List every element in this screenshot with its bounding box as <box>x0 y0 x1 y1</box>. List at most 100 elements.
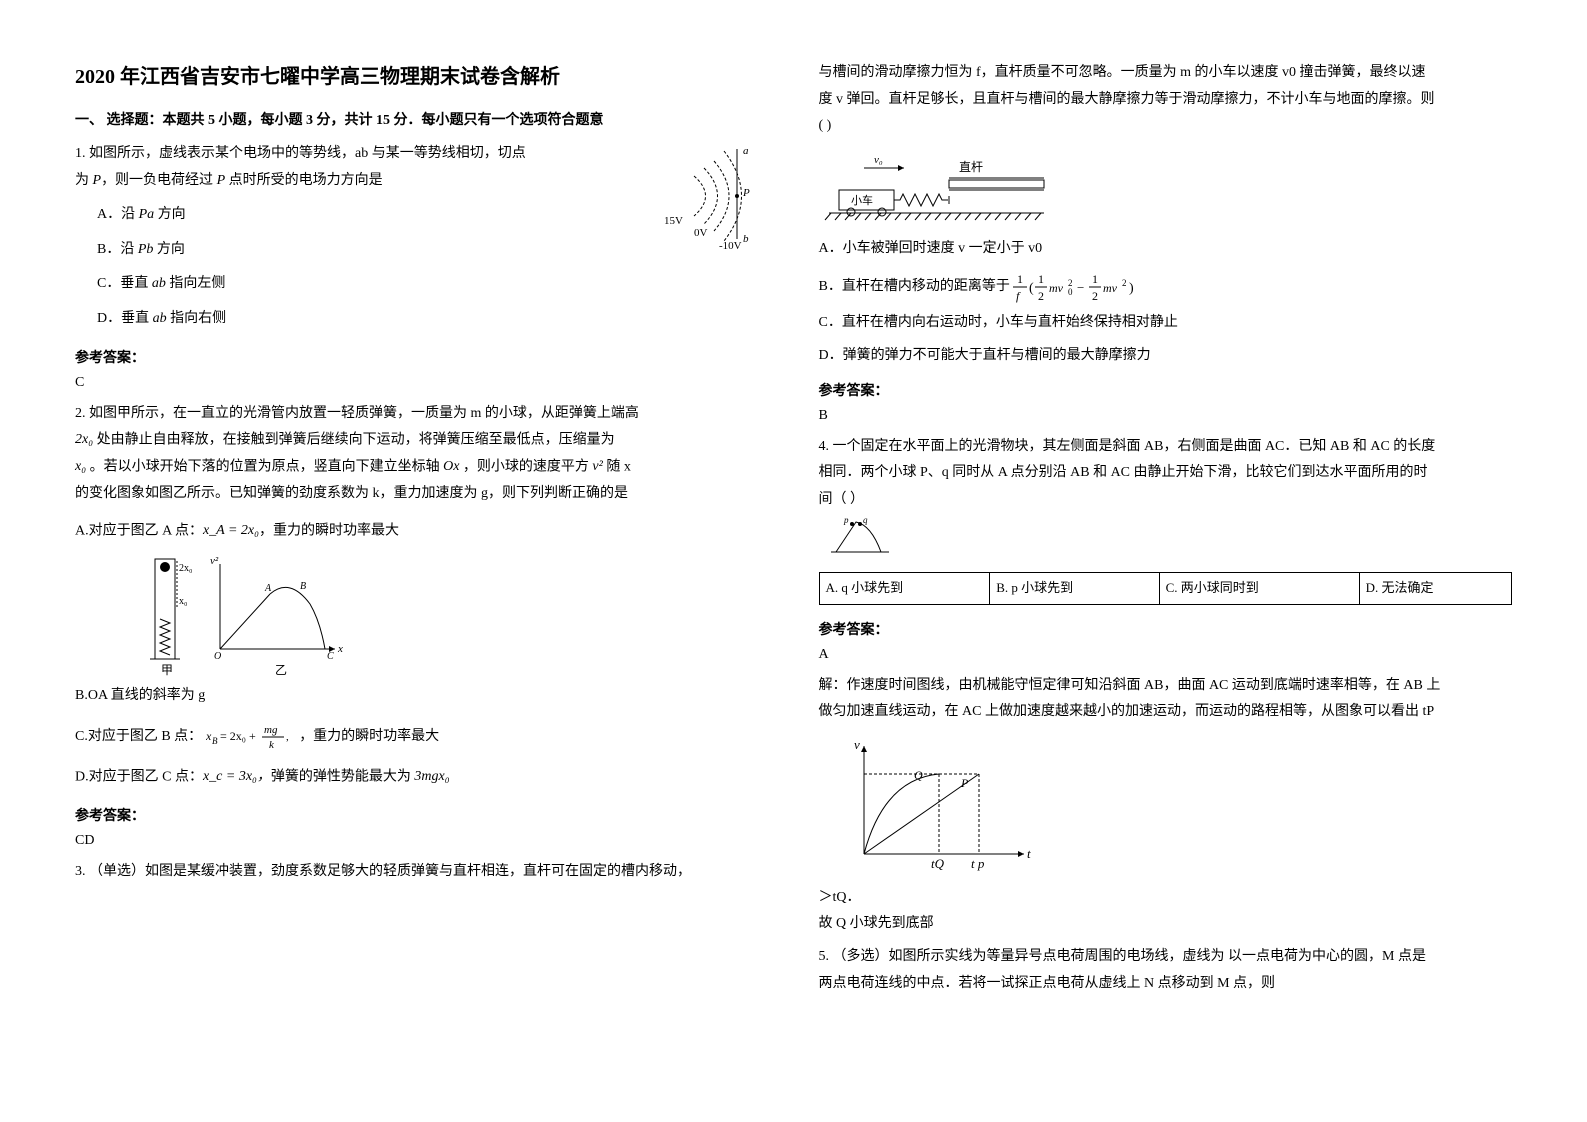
q3-answer-label: 参考答案： <box>819 380 1513 400</box>
q1-fig-15v: 15V <box>664 215 683 227</box>
q1-answer: C <box>75 375 769 391</box>
q4-sol-3: ＞tQ． <box>819 885 1513 912</box>
q2D-d: 3mgx₀ <box>414 769 449 784</box>
left-column: 2020 年江西省吉安市七曜中学高三物理期末试卷含解析 一、 选择题：本题共 5… <box>50 60 794 1082</box>
q5-stem-1: 5. （多选）如图所示实线为等量异号点电荷周围的电场线，虚线为 以一点电荷为中心… <box>819 944 1513 971</box>
q3-stem-2: 与槽间的滑动摩擦力恒为 f，直杆质量不可忽略。一质量为 m 的小车以速度 v0 … <box>819 60 1513 87</box>
svg-text:p: p <box>843 517 849 525</box>
q2A-c: ，重力的瞬时功率最大 <box>259 523 399 538</box>
q3-fig-rod: 直杆 <box>959 160 983 174</box>
q3-answer: B <box>819 408 1513 424</box>
svg-text:C: C <box>327 651 334 662</box>
q4-sol-4: 故 Q 小球先到底部 <box>819 911 1513 938</box>
q3B-a: B．直杆在槽内移动的距离等于 <box>819 280 1014 295</box>
q4-figure: p q <box>831 517 891 557</box>
svg-text:mv: mv <box>1103 281 1118 295</box>
q4-vt-P: P <box>960 776 969 790</box>
q1-stem-2-text: 为 P，则一负电荷经过 P 点时所受的电场力方向是 <box>75 173 383 188</box>
svg-text:f: f <box>1016 289 1021 303</box>
q3-stem-3: 度 v 弹回。直杆足够长，且直杆与槽间的最大静摩擦力等于滑动摩擦力，不计小车与地… <box>819 87 1513 114</box>
q3-opt-d: D．弹簧的弹力不可能大于直杆与槽间的最大静摩擦力 <box>819 343 1513 370</box>
svg-text:k: k <box>269 739 275 751</box>
q2-x0: x₀ <box>75 459 86 474</box>
q4-vt-t: t <box>1027 846 1031 861</box>
svg-text:(: ( <box>1029 281 1034 296</box>
q4-sol-2: 做匀加速直线运动，在 AC 上做加速度越来越小的加速运动，而运动的路程相等，从图… <box>819 699 1513 726</box>
question-2: 2. 如图甲所示，在一直立的光滑管内放置一轻质弹簧，一质量为 m 的小球，从距弹… <box>75 401 769 791</box>
svg-text:= 2x₀ +: = 2x₀ + <box>220 729 256 743</box>
svg-text:v²: v² <box>210 555 219 567</box>
svg-text:B: B <box>300 581 306 592</box>
q2-fig-jia: 甲 <box>161 663 173 677</box>
q2C-c: ，重力的瞬时功率最大 <box>299 729 439 744</box>
q3-fig-car: 小车 <box>851 193 873 207</box>
q2D-b: x_c = 3x₀， <box>203 769 271 784</box>
svg-text:1: 1 <box>1092 272 1098 286</box>
q4-opt-b: B. p 小球先到 <box>990 572 1159 604</box>
q2-fig-yi: 乙 <box>275 663 287 677</box>
q3-opt-c: C．直杆在槽内向右运动时，小车与直杆始终保持相对静止 <box>819 310 1513 337</box>
svg-text:1: 1 <box>1038 272 1044 286</box>
q4-options-table: A. q 小球先到 B. p 小球先到 C. 两小球同时到 D. 无法确定 <box>819 572 1513 605</box>
q3-opt-a: A．小车被弹回时速度 v 一定小于 v0 <box>819 236 1513 263</box>
q1-fig-a: a <box>743 145 749 157</box>
q2-figure: 2x₀ x₀ x v² O A B C 甲 乙 <box>135 549 355 679</box>
svg-text:A: A <box>264 583 272 594</box>
right-column: 与槽间的滑动摩擦力恒为 f，直杆质量不可忽略。一质量为 m 的小车以速度 v0 … <box>794 60 1538 1082</box>
q3-figure: 小车 直杆 v₀ <box>819 148 1049 228</box>
q2-s3f: 随 x <box>603 460 631 475</box>
q1-stem-1: 1. 如图所示，虚线表示某个电场中的等势线，ab 与某一等势线相切，切点 <box>75 141 574 168</box>
question-1: 1. 如图所示，虚线表示某个电场中的等势线，ab 与某一等势线相切，切点 为 P… <box>75 141 769 333</box>
svg-text:O: O <box>214 651 221 662</box>
q2-stem-2b: 处由静止自由释放，在接触到弹簧后继续向下运动，将弹簧压缩至最低点，压缩量为 <box>93 433 615 448</box>
q1-answer-label: 参考答案： <box>75 347 769 367</box>
q2-s3b: 。若以小球开始下落的位置为原点，竖直向下建立坐标轴 <box>86 460 443 475</box>
q1-opt-c: C．垂直 ab 指向左侧 <box>97 271 769 298</box>
q2D-a: D.对应于图乙 C 点： <box>75 769 203 784</box>
q2-stem-4: 的变化图象如图乙所示。已知弹簧的劲度系数为 k，重力加速度为 g，则下列判断正确… <box>75 481 769 508</box>
svg-text:1: 1 <box>1017 272 1023 286</box>
q4-vt-tQ: tQ <box>931 856 945 871</box>
q1-stem-2: 为 P，则一负电荷经过 P 点时所受的电场力方向是 <box>75 168 574 195</box>
svg-text:mv: mv <box>1049 281 1064 295</box>
q4-vt-tP: t p <box>971 856 985 871</box>
q4-stem-3: 间（ ） <box>819 487 1513 514</box>
svg-text:−: − <box>1077 280 1084 295</box>
q2-opt-a: A.对应于图乙 A 点：x_A = 2x₀，重力的瞬时功率最大 <box>75 518 769 545</box>
q1-fig-n10v: -10V <box>719 240 742 251</box>
svg-text:2: 2 <box>1122 278 1127 288</box>
q1-fig-P: P <box>742 187 750 199</box>
q2-stem-2: 2x₀ 处由静止自由释放，在接触到弹簧后继续向下运动，将弹簧压缩至最低点，压缩量… <box>75 427 769 454</box>
q3-fig-v0: v₀ <box>874 154 883 166</box>
svg-text:): ) <box>1129 281 1134 296</box>
svg-text:0: 0 <box>1068 287 1073 297</box>
q2D-c: 弹簧的弹性势能最大为 <box>271 769 415 784</box>
q4-opt-a: A. q 小球先到 <box>819 572 990 604</box>
q2-opt-d: D.对应于图乙 C 点：x_c = 3x₀，弹簧的弹性势能最大为 3mgx₀ <box>75 764 769 791</box>
q2C-a: C.对应于图乙 B 点： <box>75 729 202 744</box>
q2-stem-1: 2. 如图甲所示，在一直立的光滑管内放置一轻质弹簧，一质量为 m 的小球，从距弹… <box>75 401 769 428</box>
question-4: 4. 一个固定在水平面上的光滑物块，其左侧面是斜面 AB，右侧面是曲面 AC．已… <box>819 434 1513 605</box>
svg-text:mg: mg <box>264 724 278 736</box>
q2A-a: A.对应于图乙 A 点： <box>75 523 203 538</box>
q2-answer: CD <box>75 833 769 849</box>
q2-stem-3: x₀ 。若以小球开始下落的位置为原点，竖直向下建立坐标轴 Ox ，则小球的速度平… <box>75 454 769 481</box>
svg-text:2: 2 <box>1038 289 1044 303</box>
svg-text:B: B <box>212 736 218 746</box>
svg-text:,: , <box>286 731 289 743</box>
q3-stem-1: 3. （单选）如图是某缓冲装置，劲度系数足够大的轻质弹簧与直杆相连，直杆可在固定… <box>75 859 769 886</box>
q2-v2: v² <box>592 459 602 474</box>
q2-answer-label: 参考答案： <box>75 805 769 825</box>
q4-answer-label: 参考答案： <box>819 619 1513 639</box>
q4-vt-Q: Q <box>914 768 923 782</box>
q2-opt-b: B.OA 直线的斜率为 g <box>75 683 769 710</box>
svg-text:2: 2 <box>1092 289 1098 303</box>
q4-opt-d: D. 无法确定 <box>1359 572 1511 604</box>
q1-figure: a b P 15V 0V -10V <box>619 141 769 251</box>
q5-stem-2: 两点电荷连线的中点．若将一试探正点电荷从虚线上 N 点移动到 M 点，则 <box>819 971 1513 998</box>
q4-stem-2: 相同．两个小球 P、q 同时从 A 点分别沿 AB 和 AC 由静止开始下滑，比… <box>819 460 1513 487</box>
q2-s3d: ，则小球的速度平方 <box>459 460 592 475</box>
svg-text:q: q <box>863 517 868 525</box>
svg-text:2x₀: 2x₀ <box>179 563 193 574</box>
q4-vt-v: v <box>854 737 860 752</box>
